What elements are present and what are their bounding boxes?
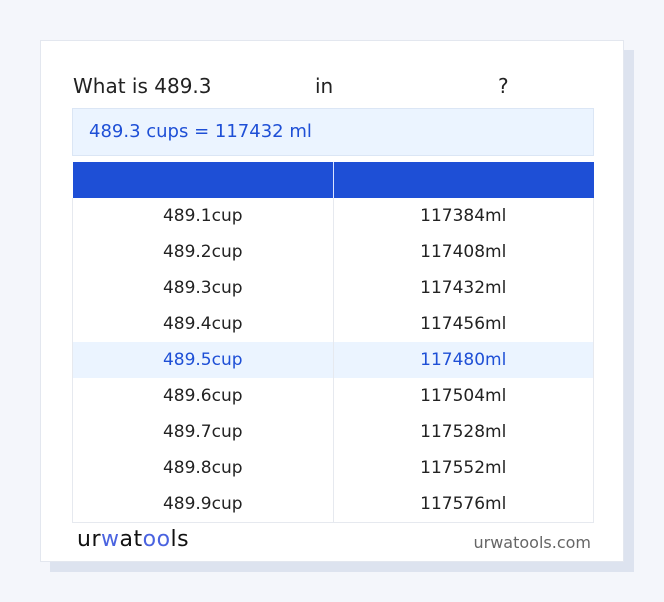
title-suffix: ? (498, 74, 509, 98)
header-from (72, 162, 333, 198)
ml-cell: 117456ml (332, 306, 594, 342)
cup-cell: 489.2cup (72, 234, 334, 270)
cup-cell: 489.6cup (72, 378, 334, 414)
ml-cell: 117384ml (332, 198, 594, 234)
cup-cell: 489.8cup (72, 450, 334, 486)
table-row: 489.3cup 117432ml (72, 270, 594, 306)
table-row: 489.1cup 117384ml (72, 198, 594, 234)
ml-cell: 117504ml (332, 378, 594, 414)
table-row: 489.8cup 117552ml (72, 450, 594, 486)
conversion-table: 489.1cup 117384ml 489.2cup 117408ml 489.3cup… (72, 162, 594, 523)
cup-cell: 489.1cup (72, 198, 334, 234)
title-middle: in (315, 74, 334, 98)
header-to (332, 162, 594, 198)
ml-cell: 117576ml (332, 486, 594, 523)
cup-cell: 489.4cup (72, 306, 334, 342)
cup-cell: 489.5cup (72, 342, 334, 378)
site-link[interactable]: urwatools.com (473, 533, 592, 552)
ml-cell: 117408ml (332, 234, 594, 270)
conversion-card: What is 489.3 in ? 489.3 cups = 117432 m… (40, 40, 624, 562)
table-row: 489.4cup 117456ml (72, 306, 594, 342)
cup-cell: 489.7cup (72, 414, 334, 450)
result-box: 489.3 cups = 117432 ml (72, 108, 594, 156)
table-row: 489.2cup 117408ml (72, 234, 594, 270)
page-title: What is 489.3 in ? (73, 74, 509, 194)
table-row: 489.7cup 117528ml (72, 414, 594, 450)
ml-cell: 117432ml (332, 270, 594, 306)
ml-cell: 117528ml (332, 414, 594, 450)
table-row: 489.5cup 117480ml (72, 342, 594, 378)
table-row: 489.9cup 117576ml (72, 486, 594, 523)
ml-cell: 117480ml (332, 342, 594, 378)
title-prefix: What is 489.3 (73, 74, 212, 98)
cup-cell: 489.9cup (72, 486, 334, 523)
table-row: 489.6cup 117504ml (72, 378, 594, 414)
ml-cell: 117552ml (332, 450, 594, 486)
cup-cell: 489.3cup (72, 270, 334, 306)
urwatools-logo: urwatools (77, 527, 190, 552)
